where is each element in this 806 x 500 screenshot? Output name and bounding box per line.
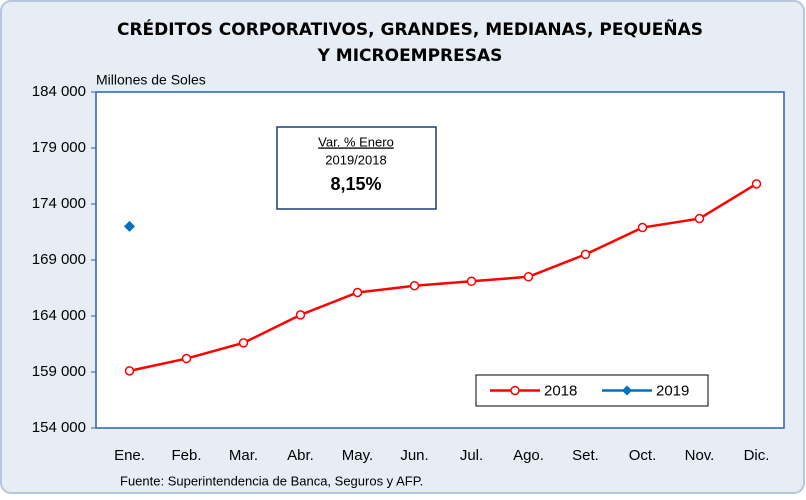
- annotation-heading: Var. % Enero: [318, 134, 394, 149]
- chart-title: CRÉDITOS CORPORATIVOS, GRANDES, MEDIANAS…: [117, 17, 703, 40]
- x-tick-label: Set.: [572, 447, 599, 464]
- data-point: [124, 366, 135, 376]
- data-point: [637, 222, 648, 233]
- data-point: [352, 287, 363, 298]
- x-tick-label: Jun.: [400, 447, 428, 464]
- legend-marker: [622, 385, 632, 396]
- series-line: [129, 182, 758, 373]
- y-tick-label: 159 000: [32, 363, 86, 380]
- annotation-value: 8,15%: [330, 174, 381, 194]
- data-point: [409, 281, 420, 291]
- x-tick-label: Nov.: [685, 447, 715, 464]
- data-point: [694, 213, 705, 224]
- data-point: [580, 249, 591, 260]
- legend-label: 2019: [656, 382, 689, 399]
- data-point: [751, 179, 762, 189]
- x-tick-label: Jul.: [460, 447, 483, 464]
- annotation-box: [276, 126, 437, 210]
- data-point: [295, 310, 306, 320]
- y-axis-label: Millones de Soles: [96, 72, 206, 88]
- chart-title: Y MICROEMPRESAS: [317, 46, 503, 66]
- legend-marker: [510, 385, 520, 396]
- x-tick-label: Mar.: [229, 447, 258, 464]
- x-tick-label: Ene.: [114, 447, 145, 464]
- y-tick-label: 154 000: [32, 419, 86, 436]
- y-tick-label: 174 000: [32, 195, 86, 212]
- y-tick-label: 164 000: [32, 307, 86, 324]
- y-tick-label: 169 000: [32, 251, 86, 268]
- x-tick-label: Ago.: [513, 447, 544, 464]
- data-point: [238, 338, 249, 348]
- x-tick-label: Dic.: [744, 447, 770, 464]
- annotation-period: 2019/2018: [325, 152, 386, 167]
- y-tick-label: 184 000: [32, 83, 86, 100]
- data-point: [466, 276, 477, 287]
- x-tick-label: Oct.: [629, 447, 657, 464]
- legend-label: 2018: [544, 382, 577, 399]
- x-tick-label: May.: [342, 447, 373, 464]
- data-point: [523, 272, 534, 282]
- data-point: [181, 353, 192, 364]
- plot-area: [95, 91, 785, 429]
- x-tick-label: Feb.: [171, 447, 201, 464]
- x-tick-label: Abr.: [287, 447, 314, 464]
- source-note: Fuente: Superintendencia de Banca, Segur…: [120, 473, 423, 488]
- y-tick-label: 179 000: [32, 139, 86, 156]
- data-point: [124, 220, 135, 232]
